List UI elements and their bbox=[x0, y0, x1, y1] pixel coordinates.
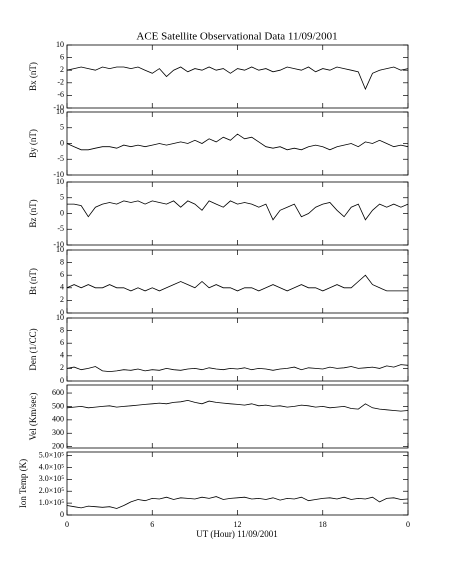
y-axis-label: Vel (Km/sec) bbox=[28, 393, 38, 441]
data-line bbox=[66, 274, 408, 292]
y-tick-label: 0 bbox=[60, 308, 64, 317]
y-tick-label: 5 bbox=[60, 193, 64, 202]
y-tick-label: 2 bbox=[60, 295, 64, 304]
y-tick-label: -5 bbox=[57, 224, 64, 233]
y-axis-label: Bz (nT) bbox=[28, 199, 38, 227]
y-tick-label: 6 bbox=[60, 52, 64, 61]
y-tick-label: 500 bbox=[52, 401, 64, 410]
y-tick-label: 0 bbox=[60, 208, 64, 217]
y-tick-label: 4.0×10⁵ bbox=[39, 462, 65, 471]
y-tick-label: -10 bbox=[53, 240, 64, 249]
y-tick-label: -10 bbox=[53, 170, 64, 179]
data-line bbox=[66, 66, 409, 91]
y-tick-label: -5 bbox=[57, 154, 64, 163]
x-tick-label: 0 bbox=[65, 520, 69, 529]
y-tick-label: -6 bbox=[57, 90, 64, 99]
panel-frame bbox=[66, 384, 409, 449]
x-axis-label: UT (Hour) 11/09/2001 bbox=[196, 529, 278, 539]
y-tick-label: 0 bbox=[60, 510, 64, 519]
y-tick-label: 0 bbox=[60, 138, 64, 147]
chart-title: ACE Satellite Observational Data 11/09/2… bbox=[136, 31, 337, 43]
y-tick-label: -2 bbox=[57, 78, 64, 87]
y-tick-label: 8 bbox=[60, 325, 64, 334]
y-tick-label: 4 bbox=[60, 351, 64, 360]
y-tick-label: 2 bbox=[60, 363, 64, 372]
panel-frame bbox=[66, 181, 409, 246]
x-tick-label: 6 bbox=[150, 520, 154, 529]
y-axis-label: By (nT) bbox=[28, 129, 38, 158]
y-tick-label: 600 bbox=[52, 388, 64, 397]
y-axis-label: Ion Temp (K) bbox=[18, 459, 28, 508]
data-line bbox=[66, 364, 409, 373]
y-tick-label: 5 bbox=[60, 123, 64, 132]
panel-frame bbox=[66, 249, 409, 314]
y-tick-label: 6 bbox=[60, 270, 64, 279]
y-tick-label: 10 bbox=[56, 107, 64, 116]
y-axis-label: Bx (nT) bbox=[28, 62, 38, 91]
y-tick-label: 5.0×10⁵ bbox=[39, 450, 65, 459]
panel-frame bbox=[66, 111, 409, 176]
panel-frame bbox=[66, 451, 409, 516]
y-tick-label: 300 bbox=[52, 428, 64, 437]
x-tick-label: 0 bbox=[406, 520, 410, 529]
y-axis-label: Bt (nT) bbox=[28, 268, 38, 295]
data-line bbox=[66, 496, 409, 509]
y-tick-label: 6 bbox=[60, 338, 64, 347]
y-tick-label: 8 bbox=[60, 257, 64, 266]
x-tick-label: 18 bbox=[319, 520, 327, 529]
y-tick-label: 0 bbox=[60, 376, 64, 385]
panel-frame bbox=[66, 317, 409, 382]
data-line bbox=[66, 399, 409, 412]
y-tick-label: 4 bbox=[60, 283, 64, 292]
y-tick-label: -10 bbox=[53, 103, 64, 112]
y-tick-label: 10 bbox=[56, 313, 64, 322]
data-line bbox=[66, 133, 409, 151]
y-tick-label: 10 bbox=[56, 177, 64, 186]
y-tick-label: 10 bbox=[56, 40, 64, 49]
y-tick-label: 2.0×10⁵ bbox=[39, 486, 65, 495]
y-tick-label: 1.0×10⁵ bbox=[39, 498, 65, 507]
panel-frame bbox=[66, 44, 409, 109]
y-tick-label: 400 bbox=[52, 415, 64, 424]
y-tick-label: 200 bbox=[52, 441, 64, 450]
y-tick-label: 10 bbox=[56, 245, 64, 254]
data-line bbox=[67, 200, 409, 221]
y-tick-label: 3.0×10⁵ bbox=[39, 474, 65, 483]
y-tick-label: 2 bbox=[60, 65, 64, 74]
y-axis-label: Den (1/CC) bbox=[28, 328, 38, 370]
x-tick-label: 12 bbox=[234, 520, 242, 529]
